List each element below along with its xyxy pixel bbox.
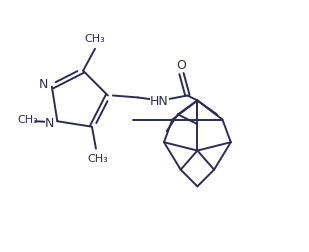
Text: N: N (45, 117, 54, 130)
Text: CH₃: CH₃ (85, 34, 105, 44)
Text: N: N (39, 78, 49, 91)
Text: O: O (176, 59, 186, 72)
Text: CH₃: CH₃ (87, 153, 108, 164)
Text: HN: HN (150, 95, 169, 108)
Text: CH₃: CH₃ (17, 115, 38, 125)
